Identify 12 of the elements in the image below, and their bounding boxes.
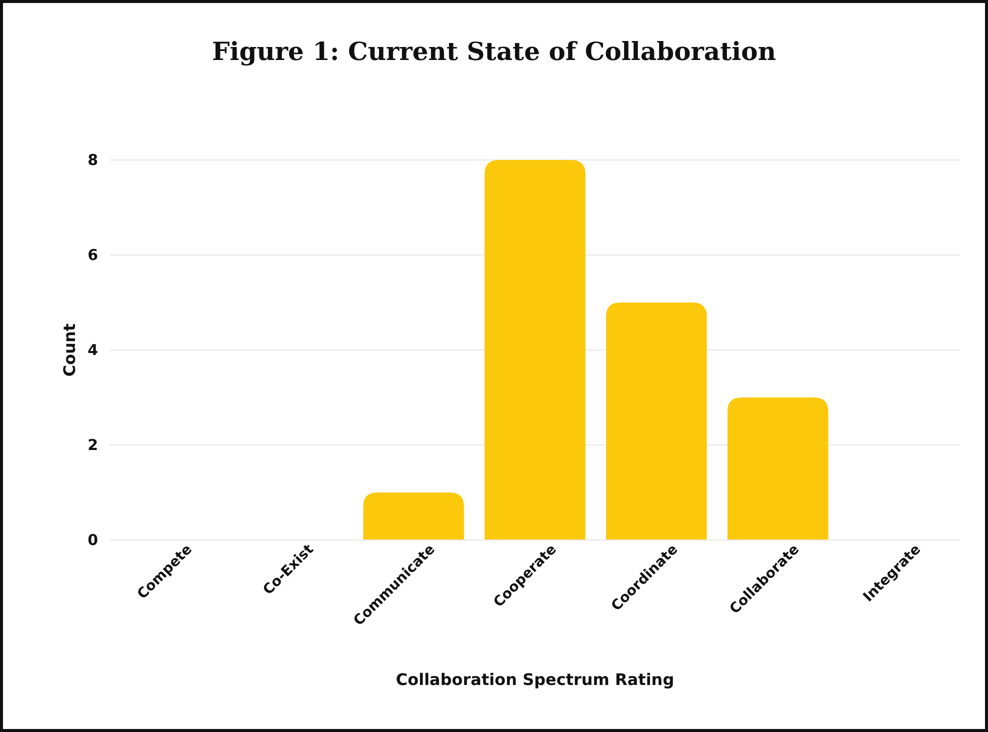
y-tick-label: 0 (88, 530, 98, 549)
bar (727, 398, 828, 540)
y-tick-label: 6 (88, 246, 98, 264)
bar (484, 160, 586, 540)
x-axis-title: Collaboration Spectrum Rating (396, 670, 674, 689)
chart-title: Figure 1: Current State of Collaboration (212, 37, 776, 66)
bar (363, 492, 464, 540)
y-tick-label: 2 (88, 436, 98, 454)
y-tick-label: 8 (88, 150, 98, 169)
y-tick-label: 4 (88, 340, 98, 359)
y-axis-title: Count (60, 323, 79, 377)
bar (606, 302, 707, 540)
